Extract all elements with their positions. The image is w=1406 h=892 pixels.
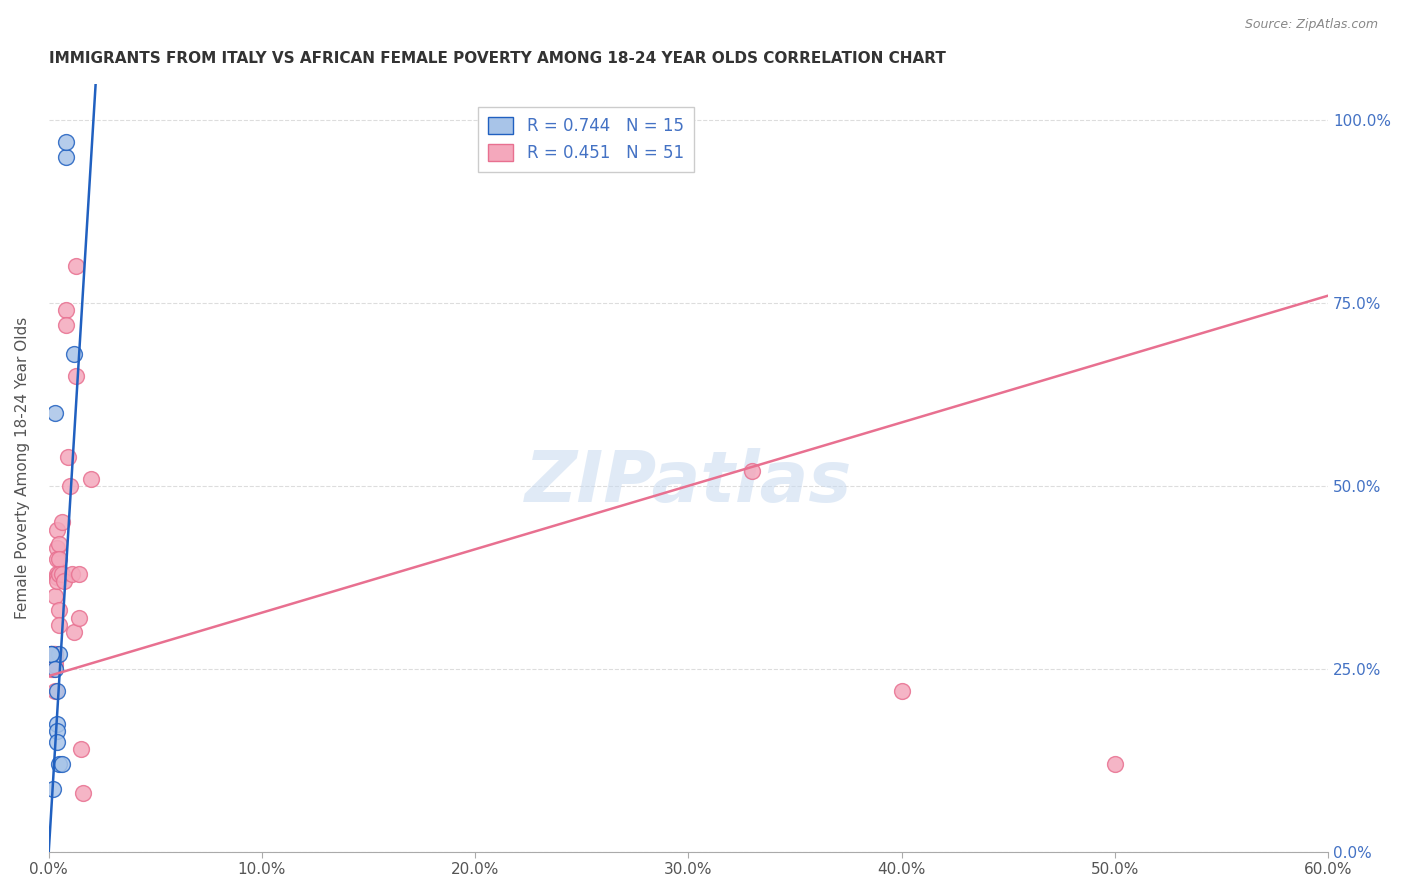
Point bbox=[42, 654, 65, 668]
Point bbox=[44, 589, 66, 603]
Point bbox=[59, 479, 82, 493]
Point bbox=[60, 566, 83, 581]
Point bbox=[52, 574, 75, 588]
Point bbox=[42, 662, 65, 676]
Point bbox=[39, 662, 62, 676]
Point bbox=[44, 683, 66, 698]
Point bbox=[890, 683, 912, 698]
Point bbox=[42, 782, 65, 797]
Point bbox=[42, 650, 65, 665]
Point bbox=[1104, 756, 1126, 771]
Point bbox=[46, 570, 69, 584]
Point bbox=[44, 654, 66, 668]
Point bbox=[46, 574, 69, 588]
Point bbox=[46, 552, 69, 566]
Point bbox=[46, 566, 69, 581]
Point bbox=[63, 347, 86, 361]
Point bbox=[80, 471, 103, 485]
Point bbox=[44, 662, 66, 676]
Point bbox=[55, 318, 77, 332]
Point bbox=[42, 658, 65, 673]
Point bbox=[55, 135, 77, 149]
Point bbox=[51, 566, 73, 581]
Point bbox=[44, 650, 66, 665]
Point bbox=[46, 683, 69, 698]
Point bbox=[48, 566, 70, 581]
Point bbox=[46, 723, 69, 738]
Point bbox=[44, 647, 66, 661]
Point bbox=[44, 406, 66, 420]
Point bbox=[48, 647, 70, 661]
Point bbox=[39, 654, 62, 668]
Point bbox=[39, 647, 62, 661]
Point bbox=[51, 516, 73, 530]
Text: ZIPatlas: ZIPatlas bbox=[524, 449, 852, 517]
Point bbox=[39, 658, 62, 673]
Point bbox=[42, 647, 65, 661]
Point bbox=[44, 647, 66, 661]
Point bbox=[46, 735, 69, 749]
Y-axis label: Female Poverty Among 18-24 Year Olds: Female Poverty Among 18-24 Year Olds bbox=[15, 317, 30, 619]
Point bbox=[44, 658, 66, 673]
Point bbox=[39, 647, 62, 661]
Text: IMMIGRANTS FROM ITALY VS AFRICAN FEMALE POVERTY AMONG 18-24 YEAR OLDS CORRELATIO: IMMIGRANTS FROM ITALY VS AFRICAN FEMALE … bbox=[49, 51, 946, 66]
Point bbox=[48, 552, 70, 566]
Point bbox=[48, 603, 70, 617]
Point bbox=[51, 756, 73, 771]
Point bbox=[56, 450, 79, 464]
Point bbox=[55, 150, 77, 164]
Point bbox=[46, 523, 69, 537]
Point bbox=[39, 650, 62, 665]
Point bbox=[72, 786, 94, 800]
Point bbox=[46, 541, 69, 555]
Point bbox=[39, 647, 62, 661]
Point bbox=[67, 566, 90, 581]
Point bbox=[55, 303, 77, 318]
Point bbox=[42, 647, 65, 661]
Point bbox=[39, 658, 62, 673]
Legend: R = 0.744   N = 15, R = 0.451   N = 51: R = 0.744 N = 15, R = 0.451 N = 51 bbox=[478, 107, 693, 172]
Point bbox=[67, 610, 90, 624]
Point bbox=[46, 716, 69, 731]
Point bbox=[48, 756, 70, 771]
Point bbox=[48, 537, 70, 551]
Point bbox=[48, 617, 70, 632]
Point bbox=[741, 464, 763, 478]
Text: Source: ZipAtlas.com: Source: ZipAtlas.com bbox=[1244, 18, 1378, 31]
Point bbox=[63, 625, 86, 640]
Point bbox=[69, 742, 91, 756]
Point bbox=[39, 647, 62, 661]
Point bbox=[65, 260, 87, 274]
Point bbox=[65, 369, 87, 384]
